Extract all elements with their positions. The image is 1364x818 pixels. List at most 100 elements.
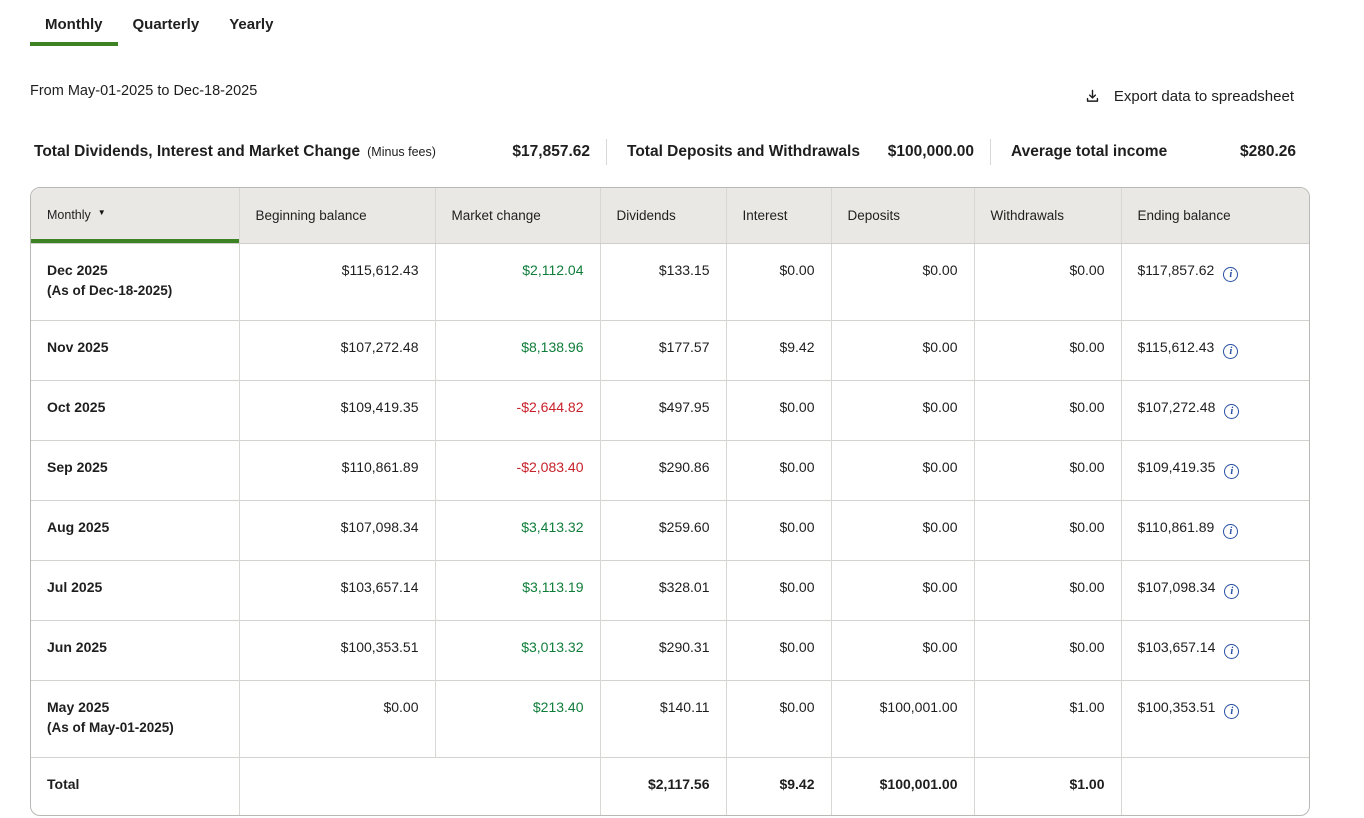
ending-balance-value: $103,657.14 — [1137, 638, 1216, 655]
period-label: Jun 2025 — [47, 638, 107, 655]
beginning-balance-cell: $115,612.43 — [239, 242, 436, 320]
interest-cell: $9.42 — [726, 319, 832, 380]
market-change-cell: -$2,083.40 — [435, 439, 601, 500]
period-label: May 2025 — [47, 698, 110, 715]
period-label: Sep 2025 — [47, 458, 108, 475]
dividends-cell: $133.15 — [600, 242, 727, 320]
export-button[interactable]: Export data to spreadsheet — [1082, 84, 1296, 109]
market-change-cell: $8,138.96 — [435, 319, 601, 380]
withdrawals-cell: $0.00 — [974, 242, 1122, 320]
summary-deposits-withdrawals: Total Deposits and Withdrawals $100,000.… — [627, 143, 974, 161]
tab-monthly[interactable]: Monthly — [30, 12, 118, 46]
deposits-cell: $0.00 — [831, 242, 975, 320]
summary-label: Average total income — [1011, 143, 1168, 160]
table-row: Oct 2025 $109,419.35 -$2,644.82 $497.95 $0.0… — [31, 379, 1309, 440]
total-ending-cell — [1121, 756, 1309, 815]
period-label: Nov 2025 — [47, 338, 109, 355]
total-withdrawals-cell: $1.00 — [974, 756, 1122, 815]
column-header-dividends: Dividends — [600, 188, 727, 244]
summary-value: $280.26 — [1239, 143, 1296, 160]
caret-down-icon: ▼ — [97, 208, 106, 218]
total-dividends-cell: $2,117.56 — [600, 756, 727, 815]
total-interest-cell: $9.42 — [726, 756, 832, 815]
withdrawals-cell: $1.00 — [974, 679, 1122, 757]
tab-quarterly[interactable]: Quarterly — [132, 16, 200, 33]
period-label: Aug 2025 — [47, 518, 110, 535]
dividends-cell: $328.01 — [600, 559, 727, 620]
column-header-ending-balance: Ending balance — [1121, 188, 1309, 244]
tab-yearly[interactable]: Yearly — [229, 16, 274, 33]
period-label: Jul 2025 — [47, 578, 103, 595]
column-header-market-change: Market change — [435, 188, 601, 244]
total-empty-cell — [239, 756, 601, 815]
beginning-balance-cell: $109,419.35 — [239, 379, 436, 440]
performance-table: Monthly ▼ Beginning balance Market change… — [31, 188, 1309, 815]
ending-balance-cell: $110,861.89 i — [1121, 499, 1309, 560]
ending-balance-cell: $109,419.35 i — [1121, 439, 1309, 500]
market-change-cell: -$2,644.82 — [435, 379, 601, 440]
period-cell: Nov 2025 — [31, 319, 240, 380]
date-range: From May-01-2025 to Dec-18-2025 — [30, 82, 258, 99]
interest-cell: $0.00 — [726, 619, 832, 680]
summary-value: $17,857.62 — [512, 143, 590, 160]
summary-divider — [606, 139, 607, 165]
beginning-balance-cell: $103,657.14 — [239, 559, 436, 620]
interest-cell: $0.00 — [726, 439, 832, 500]
beginning-balance-cell: $0.00 — [239, 679, 436, 757]
deposits-cell: $100,001.00 — [831, 679, 975, 757]
info-icon[interactable]: i — [1224, 703, 1240, 719]
info-icon[interactable]: i — [1224, 403, 1240, 419]
ending-balance-value: $110,861.89 — [1137, 518, 1215, 535]
column-header-deposits: Deposits — [831, 188, 975, 244]
total-row: Total $2,117.56 $9.42 $100,001.00 $1.00 — [31, 756, 1309, 815]
dividends-cell: $140.11 — [600, 679, 727, 757]
ending-balance-cell: $107,272.48 i — [1121, 379, 1309, 440]
summary-average-income: Average total income $280.26 — [1011, 143, 1310, 161]
table-row: May 2025 (As of May-01-2025) $0.00 $213.40 $… — [31, 679, 1309, 757]
ending-balance-value: $107,272.48 — [1137, 398, 1216, 415]
table-body: Dec 2025 (As of Dec-18-2025) $115,612.43 $2… — [31, 242, 1309, 757]
summary-bar: Total Dividends, Interest and Market Cha… — [30, 139, 1310, 165]
table-row: Nov 2025 $107,272.48 $8,138.96 $177.57 $9.42… — [31, 319, 1309, 380]
market-change-cell: $3,413.32 — [435, 499, 601, 560]
table-row: Dec 2025 (As of Dec-18-2025) $115,612.43 $2… — [31, 242, 1309, 320]
interest-cell: $0.00 — [726, 379, 832, 440]
column-header-withdrawals: Withdrawals — [974, 188, 1122, 244]
ending-balance-value: $117,857.62 — [1137, 261, 1215, 278]
total-deposits-cell: $100,001.00 — [831, 756, 975, 815]
column-header-interest: Interest — [726, 188, 832, 244]
beginning-balance-cell: $110,861.89 — [239, 439, 436, 500]
ending-balance-cell: $117,857.62 i — [1121, 242, 1309, 320]
ending-balance-cell: $107,098.34 i — [1121, 559, 1309, 620]
performance-table-card: Monthly ▼ Beginning balance Market change… — [30, 187, 1310, 816]
info-icon[interactable]: i — [1223, 523, 1239, 539]
beginning-balance-cell: $107,098.34 — [239, 499, 436, 560]
market-change-cell: $3,013.32 — [435, 619, 601, 680]
deposits-cell: $0.00 — [831, 319, 975, 380]
period-note: (As of May-01-2025) — [47, 719, 174, 735]
ending-balance-value: $109,419.35 — [1137, 458, 1216, 475]
ending-balance-value: $100,353.51 — [1137, 698, 1216, 715]
withdrawals-cell: $0.00 — [974, 499, 1122, 560]
period-note: (As of Dec-18-2025) — [47, 282, 173, 298]
ending-balance-value: $107,098.34 — [1137, 578, 1216, 595]
info-icon[interactable]: i — [1223, 266, 1239, 282]
info-icon[interactable]: i — [1224, 643, 1240, 659]
market-change-cell: $2,112.04 — [435, 242, 601, 320]
market-change-cell: $213.40 — [435, 679, 601, 757]
withdrawals-cell: $0.00 — [974, 379, 1122, 440]
period-cell: Oct 2025 — [31, 379, 240, 440]
info-icon[interactable]: i — [1224, 583, 1240, 599]
download-icon — [1084, 88, 1101, 105]
withdrawals-cell: $0.00 — [974, 559, 1122, 620]
info-icon[interactable]: i — [1224, 463, 1240, 479]
table-header-row: Monthly ▼ Beginning balance Market change… — [31, 188, 1309, 244]
beginning-balance-cell: $107,272.48 — [239, 319, 436, 380]
info-icon[interactable]: i — [1223, 343, 1239, 359]
period-cell: Sep 2025 — [31, 439, 240, 500]
summary-total-income: Total Dividends, Interest and Market Cha… — [34, 143, 590, 161]
deposits-cell: $0.00 — [831, 379, 975, 440]
column-header-monthly[interactable]: Monthly ▼ — [31, 188, 240, 244]
beginning-balance-cell: $100,353.51 — [239, 619, 436, 680]
interest-cell: $0.00 — [726, 242, 832, 320]
